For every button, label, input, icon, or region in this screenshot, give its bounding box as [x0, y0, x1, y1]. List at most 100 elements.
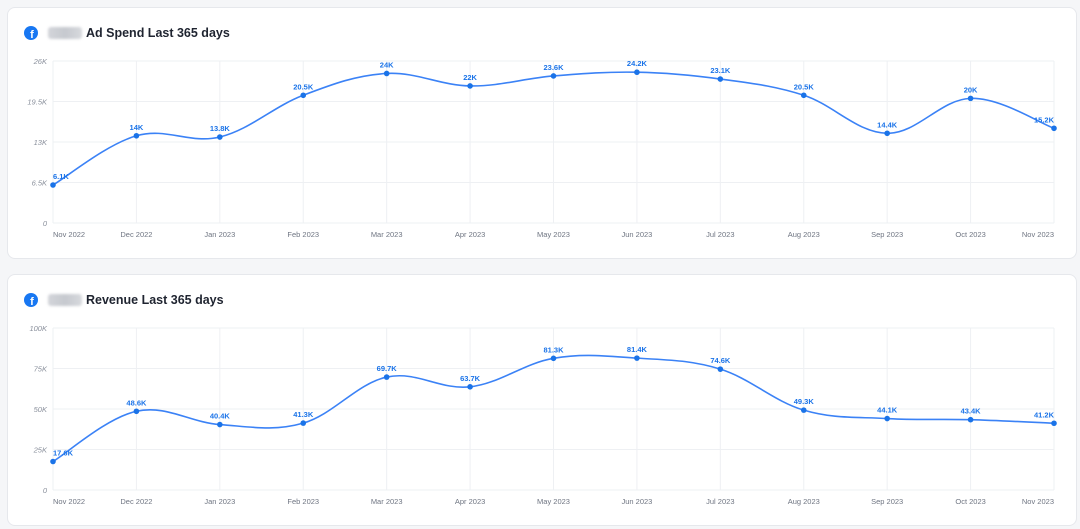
data-label: 63.7K: [460, 374, 481, 383]
data-point: [383, 70, 390, 77]
data-label: 81.3K: [543, 345, 564, 354]
card-title: Revenue Last 365 days: [86, 293, 224, 307]
data-point: [550, 355, 557, 362]
data-label: 48.6K: [126, 398, 147, 407]
y-tick-label: 0: [43, 219, 48, 228]
data-point: [467, 83, 473, 89]
data-label: 41.2K: [1034, 410, 1055, 419]
x-tick-label: Nov 2023: [1022, 497, 1054, 506]
x-tick-label: Dec 2022: [120, 230, 152, 239]
data-point: [217, 421, 223, 428]
x-tick-label: Aug 2023: [788, 230, 820, 239]
card-header: f Revenue Last 365 days: [24, 291, 224, 309]
data-point: [50, 458, 56, 465]
data-label: 24K: [380, 60, 394, 69]
data-point: [550, 73, 557, 79]
x-tick-label: Jul 2023: [706, 497, 734, 506]
y-tick-label: 25K: [33, 446, 48, 455]
facebook-icon: f: [24, 26, 38, 40]
data-point: [217, 134, 223, 140]
x-tick-label: Jun 2023: [621, 230, 652, 239]
x-tick-label: Dec 2022: [120, 497, 152, 506]
x-tick-label: Jun 2023: [621, 497, 652, 506]
y-tick-label: 19.5K: [27, 98, 48, 107]
data-label: 23.6K: [543, 63, 564, 72]
x-tick-label: Aug 2023: [788, 497, 820, 506]
revenue-card: f Revenue Last 365 days 0 25K 50K 75K 100K No…: [7, 274, 1077, 526]
data-point: [967, 416, 974, 423]
data-point: [133, 132, 140, 139]
redacted-account-name: [48, 294, 82, 306]
data-label: 13.8K: [210, 124, 231, 133]
x-tick-label: Nov 2023: [1022, 230, 1054, 239]
data-point: [467, 384, 473, 390]
data-label: 20.5K: [794, 82, 815, 91]
data-label: 14K: [130, 123, 144, 132]
data-point: [1051, 420, 1057, 427]
x-tick-label: Sep 2023: [871, 230, 903, 239]
data-label: 40.4K: [210, 412, 231, 421]
facebook-icon: f: [24, 293, 38, 307]
data-point: [300, 420, 307, 426]
data-label: 17.6K: [53, 448, 74, 457]
data-label: 44.1K: [877, 406, 898, 415]
card-title: Ad Spend Last 365 days: [86, 26, 230, 40]
x-tick-label: May 2023: [537, 230, 570, 239]
data-point: [800, 407, 807, 413]
data-label: 69.7K: [377, 364, 398, 373]
data-point: [884, 415, 890, 422]
data-label: 22K: [463, 73, 477, 82]
data-point: [1051, 125, 1057, 132]
y-tick-label: 0: [43, 486, 48, 495]
x-tick-label: Sep 2023: [871, 497, 903, 506]
x-tick-label: Feb 2023: [287, 497, 319, 506]
revenue-line-chart: 0 25K 50K 75K 100K Nov 2022 Dec 2022 Jan 2023 Fe…: [29, 324, 1057, 506]
data-point: [967, 95, 974, 102]
data-label: 41.3K: [293, 410, 314, 419]
x-tick-label: Jan 2023: [204, 230, 235, 239]
y-tick-label: 26K: [33, 57, 48, 66]
y-tick-label: 75K: [34, 365, 48, 374]
data-label: 14.4K: [877, 120, 898, 129]
x-tick-label: May 2023: [537, 497, 570, 506]
x-tick-label: Mar 2023: [371, 230, 403, 239]
data-point: [800, 92, 807, 99]
data-label: 20K: [964, 85, 978, 94]
x-tick-label: Mar 2023: [371, 497, 403, 506]
data-point: [133, 408, 140, 415]
data-label: 74.6K: [710, 356, 731, 365]
x-tick-label: Apr 2023: [455, 497, 485, 506]
x-tick-label: Oct 2023: [955, 497, 985, 506]
x-tick-label: Apr 2023: [455, 230, 485, 239]
data-label: 6.1K: [53, 172, 69, 181]
data-label: 23.1K: [710, 66, 731, 75]
x-tick-label: Jul 2023: [706, 230, 734, 239]
data-point: [717, 366, 724, 372]
data-point: [300, 92, 307, 99]
data-point: [634, 355, 640, 361]
data-label: 43.4K: [961, 407, 982, 416]
y-tick-label: 100K: [29, 324, 48, 333]
redacted-account-name: [48, 27, 82, 39]
x-tick-label: Nov 2022: [53, 497, 85, 506]
card-header: f Ad Spend Last 365 days: [24, 24, 230, 42]
ad-spend-card: f Ad Spend Last 365 days 0 6.5K 13K 19.5K 26…: [7, 7, 1077, 259]
data-point: [383, 374, 390, 380]
data-label: 49.3K: [794, 397, 815, 406]
data-label: 24.2K: [627, 59, 648, 68]
y-tick-label: 50K: [34, 405, 48, 414]
ad-spend-line-chart: 0 6.5K 13K 19.5K 26K Nov 2022 Dec 2022 Jan 2023…: [27, 57, 1057, 239]
data-point: [634, 69, 640, 76]
x-tick-label: Nov 2022: [53, 230, 85, 239]
x-tick-label: Oct 2023: [955, 230, 985, 239]
x-tick-label: Feb 2023: [287, 230, 319, 239]
data-point: [717, 76, 724, 82]
data-label: 20.5K: [293, 82, 314, 91]
data-point: [50, 182, 56, 188]
data-point: [884, 130, 890, 137]
data-label: 81.4K: [627, 345, 648, 354]
y-tick-label: 13K: [34, 138, 48, 147]
x-tick-label: Jan 2023: [204, 497, 235, 506]
y-tick-label: 6.5K: [32, 179, 48, 188]
data-label: 15.2K: [1034, 115, 1055, 124]
